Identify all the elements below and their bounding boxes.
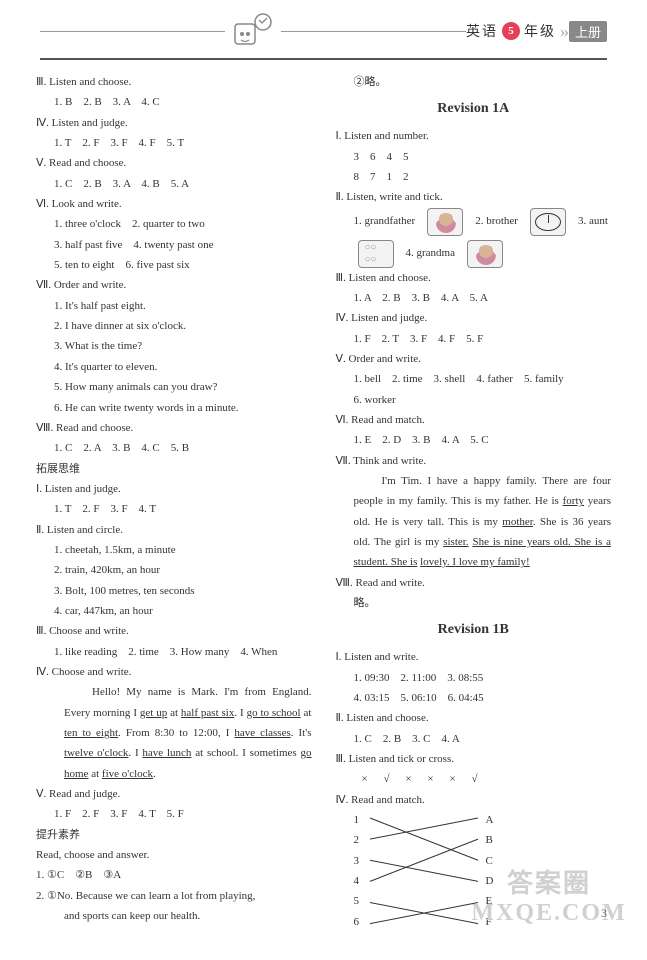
sec-a8-head: Ⅷ. Read and write.: [336, 573, 612, 593]
sec-l5-ans: 1. C 2. B 3. A 4. B 5. A: [36, 174, 312, 194]
subject-label: 英语: [466, 21, 498, 41]
sec-l7-head: Ⅶ. Order and write.: [36, 275, 312, 295]
sec-b1-row2: 4. 03:15 5. 06:10 6. 04:45: [336, 688, 612, 708]
sec-e2-item: 2. train, 420km, an hour: [36, 560, 312, 580]
sec-l7-item: 3. What is the time?: [36, 336, 312, 356]
plates-icon: [358, 240, 394, 268]
sec-a5-head: Ⅴ. Order and write.: [336, 349, 612, 369]
sec-e1-head: Ⅰ. Listen and judge.: [36, 479, 312, 499]
header-rule: [40, 58, 607, 60]
sec-a7-head: Ⅶ. Think and write.: [336, 451, 612, 471]
sec-a2-items: 1. grandfather 2. brother 3. aunt 4. gra…: [336, 208, 612, 268]
right-column: ②略。 Revision 1A Ⅰ. Listen and number. 3 …: [336, 72, 612, 930]
tick-cross: √: [376, 769, 398, 789]
sec-l4-head: Ⅳ. Listen and judge.: [36, 113, 312, 133]
sec-b1-row1: 1. 09:30 2. 11:00 3. 08:55: [336, 668, 612, 688]
tick-cross: √: [464, 769, 486, 789]
sec-l4-ans: 1. T 2. F 3. F 4. F 5. T: [36, 133, 312, 153]
skip-note: ②略。: [336, 72, 612, 92]
grade-text: 年级: [524, 21, 556, 41]
sec-e1-ans: 1. T 2. F 3. F 4. T: [36, 499, 312, 519]
sec-b3-symbols: ×√×××√: [336, 769, 612, 789]
tick-cross: ×: [442, 769, 464, 789]
sec-e2-item: 1. cheetah, 1.5km, a minute: [36, 540, 312, 560]
sec-l3-ans: 1. B 2. B 3. A 4. C: [36, 92, 312, 112]
sec-b1-head: Ⅰ. Listen and write.: [336, 647, 612, 667]
sec-e5-ans: 1. F 2. F 3. F 4. T 5. F: [36, 804, 312, 824]
sec-e3-ans: 1. like reading 2. time 3. How many 4. W…: [36, 642, 312, 662]
grandma-icon: [467, 240, 503, 268]
grade-badge: 5: [502, 22, 520, 40]
sec-e2-item: 3. Bolt, 100 metres, ten seconds: [36, 581, 312, 601]
sec-b2-head: Ⅱ. Listen and choose.: [336, 708, 612, 728]
sec-l7-item: 1. It's half past eight.: [36, 296, 312, 316]
header-line-mid: [281, 31, 466, 32]
tick-cross: ×: [420, 769, 442, 789]
header-line-left: [40, 31, 225, 32]
sec-a4-head: Ⅳ. Listen and judge.: [336, 308, 612, 328]
sec-a1-row2: 8 7 1 2: [336, 167, 612, 187]
sec-l8-ans: 1. C 2. A 3. B 4. C 5. B: [36, 438, 312, 458]
sec-e2-head: Ⅱ. Listen and circle.: [36, 520, 312, 540]
sec-a6-head: Ⅵ. Read and match.: [336, 410, 612, 430]
a2-item-3: 3. aunt: [578, 211, 608, 231]
sec-l6-item: 3. half past five 4. twenty past one: [36, 235, 312, 255]
sec-l7-item: 5. How many animals can you draw?: [36, 377, 312, 397]
a2-item-1: 1. grandfather: [354, 211, 416, 231]
sec-b4-head: Ⅳ. Read and match.: [336, 790, 612, 810]
sec-l7-item: 4. It's quarter to eleven.: [36, 357, 312, 377]
clock-icon: [530, 208, 566, 236]
a2-item-4: 4. grandma: [406, 243, 455, 263]
sec-l5-head: Ⅴ. Read and choose.: [36, 153, 312, 173]
sec-e4-head: Ⅳ. Choose and write.: [36, 662, 312, 682]
sec-e5-head: Ⅴ. Read and judge.: [36, 784, 312, 804]
p2b: and sports can keep our health.: [36, 906, 312, 926]
volume-badge: 上册: [569, 21, 607, 42]
header-illustration-icon: [229, 10, 277, 52]
promote-title: 提升素养: [36, 825, 312, 845]
sec-e2-item: 4. car, 447km, an hour: [36, 601, 312, 621]
sec-a8-ans: 略。: [336, 593, 612, 613]
page-number: 3: [601, 906, 607, 921]
rev1b-title: Revision 1B: [336, 617, 612, 643]
sec-l8-head: Ⅷ. Read and choose.: [36, 418, 312, 438]
content: Ⅲ. Listen and choose. 1. B 2. B 3. A 4. …: [0, 62, 647, 940]
sec-b3-head: Ⅲ. Listen and tick or cross.: [336, 749, 612, 769]
sec-a5-row2: 6. worker: [336, 390, 612, 410]
sec-l7-item: 6. He can write twenty words in a minute…: [36, 398, 312, 418]
rev1a-title: Revision 1A: [336, 96, 612, 122]
grandfather-icon: [427, 208, 463, 236]
match-lines: [354, 810, 647, 960]
left-column: Ⅲ. Listen and choose. 1. B 2. B 3. A 4. …: [36, 72, 312, 930]
sec-a4-ans: 1. F 2. T 3. F 4. F 5. F: [336, 329, 612, 349]
sec-l6-item: 1. three o'clock 2. quarter to two: [36, 214, 312, 234]
sec-e3-head: Ⅲ. Choose and write.: [36, 621, 312, 641]
sec-a1-row1: 3 6 4 5: [336, 147, 612, 167]
sec-l6-item: 5. ten to eight 6. five past six: [36, 255, 312, 275]
sec-a1-head: Ⅰ. Listen and number.: [336, 126, 612, 146]
sec-a3-head: Ⅲ. Listen and choose.: [336, 268, 612, 288]
sec-l3-head: Ⅲ. Listen and choose.: [36, 72, 312, 92]
sec-l7-item: 2. I have dinner at six o'clock.: [36, 316, 312, 336]
chevron-icon: »: [560, 21, 565, 42]
sec-e4-para: Hello! My name is Mark. I'm from England…: [36, 682, 312, 784]
match-diagram: 123456 ABCDEF: [354, 810, 494, 930]
sec-a2-head: Ⅱ. Listen, write and tick.: [336, 187, 612, 207]
a2-item-2: 2. brother: [475, 211, 518, 231]
tick-cross: ×: [398, 769, 420, 789]
p2a: 2. ①No. Because we can learn a lot from …: [36, 886, 312, 906]
sec-a3-ans: 1. A 2. B 3. B 4. A 5. A: [336, 288, 612, 308]
expand-title: 拓展思维: [36, 459, 312, 479]
header-right: 英语 5 年级 » 上册: [466, 21, 607, 42]
tick-cross: ×: [354, 769, 376, 789]
p1: 1. ①C ②B ③A: [36, 865, 312, 885]
sec-l6-head: Ⅵ. Look and write.: [36, 194, 312, 214]
p-head: Read, choose and answer.: [36, 845, 312, 865]
sec-b2-ans: 1. C 2. B 3. C 4. A: [336, 729, 612, 749]
sec-a7-para: I'm Tim. I have a happy family. There ar…: [336, 471, 612, 573]
page-header: 英语 5 年级 » 上册: [0, 0, 647, 58]
sec-a5-row1: 1. bell 2. time 3. shell 4. father 5. fa…: [336, 369, 612, 389]
sec-a6-ans: 1. E 2. D 3. B 4. A 5. C: [336, 430, 612, 450]
